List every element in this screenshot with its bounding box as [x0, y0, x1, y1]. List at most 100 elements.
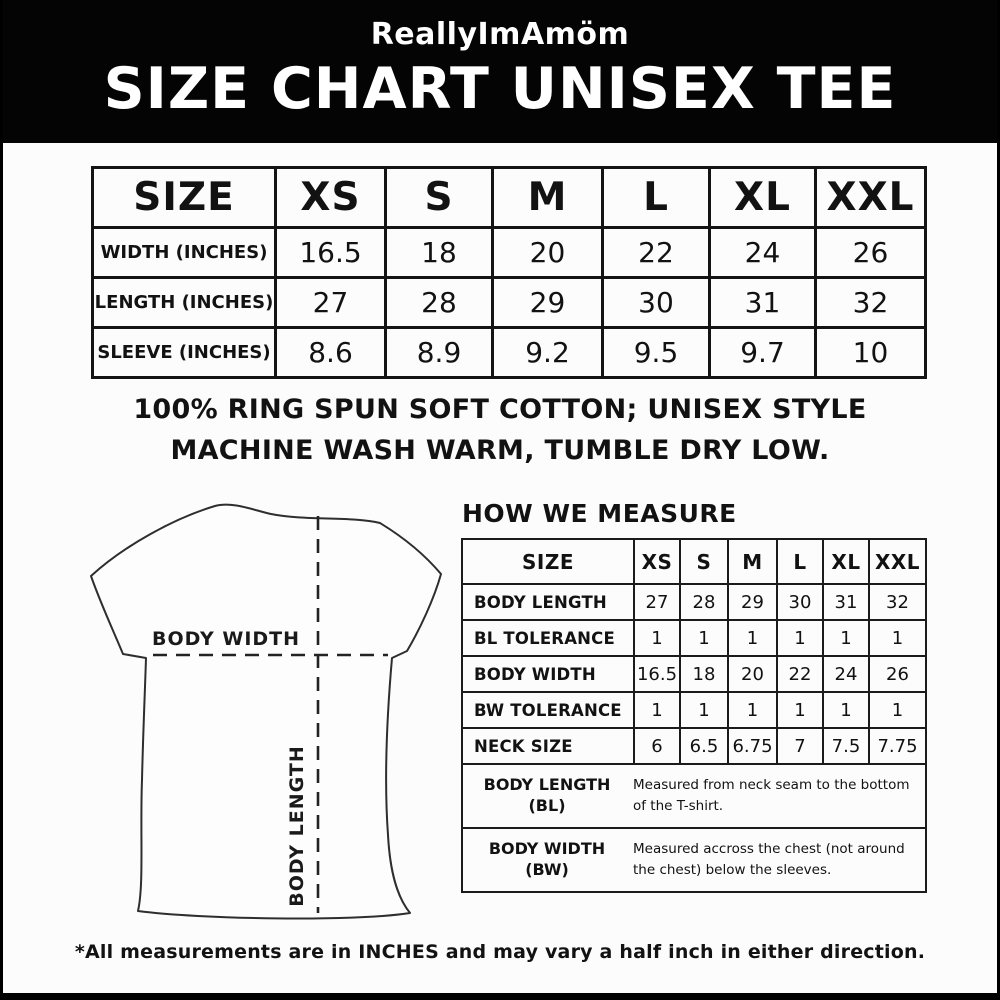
tshirt-outline-svg: BODY WIDTH BODY LENGTH [90, 503, 442, 920]
column-header-m: M [491, 166, 604, 229]
column-header-l: L [601, 166, 711, 229]
measure-column-l: L [776, 538, 824, 585]
cell: 27 [633, 583, 681, 621]
cell: 1 [822, 691, 870, 729]
definition-description: Measured accross the chest (not around t… [633, 841, 905, 878]
how-we-measure-table: SIZE XS S M L XL XXL BODY LENGTH 27 28 2… [461, 538, 927, 893]
row-label: NECK SIZE [461, 727, 635, 765]
cell: 6 [633, 727, 681, 765]
cell: 9.7 [708, 326, 817, 379]
definition-cell: BODY LENGTH (BL) Measured from neck seam… [461, 763, 927, 829]
body-width-label: BODY WIDTH [152, 628, 300, 650]
row-label: LENGTH (INCHES) [91, 276, 277, 329]
cell: 9.2 [491, 326, 604, 379]
cell: 28 [679, 583, 729, 621]
measurement-footnote: *All measurements are in INCHES and may … [74, 941, 926, 963]
measure-row-neck-size: NECK SIZE 6 6.5 6.75 7 7.5 7.75 [461, 727, 927, 765]
cell: 32 [868, 583, 927, 621]
cell: 7 [776, 727, 824, 765]
cell: 27 [274, 276, 387, 329]
cell: 1 [633, 691, 681, 729]
cell: 24 [822, 655, 870, 693]
cell: 9.5 [601, 326, 711, 379]
cell: 1 [679, 691, 729, 729]
column-header-size: SIZE [91, 166, 277, 229]
cell: 10 [814, 326, 927, 379]
row-label: BODY WIDTH [461, 655, 635, 693]
table-row-sleeve: SLEEVE (INCHES) 8.6 8.9 9.2 9.5 9.7 10 [91, 326, 927, 379]
definition-term-text: BODY LENGTH [483, 775, 611, 795]
column-header-xs: XS [274, 166, 387, 229]
brand-logo: ReallyImAmöm [370, 17, 630, 52]
body-length-label: BODY LENGTH [286, 745, 308, 907]
definition-term-text: BODY WIDTH [488, 839, 606, 859]
row-label: WIDTH (INCHES) [91, 226, 277, 279]
cell: 20 [727, 655, 778, 693]
row-label: SLEEVE (INCHES) [91, 326, 277, 379]
measure-row-body-width: BODY WIDTH 16.5 18 20 22 24 26 [461, 655, 927, 693]
header-band: ReallyImAmöm SIZE CHART UNISEX TEE [3, 0, 997, 143]
cell: 31 [708, 276, 817, 329]
definition-body-length: BODY LENGTH (BL) Measured from neck seam… [464, 766, 924, 826]
tshirt-diagram: BODY WIDTH BODY LENGTH [63, 490, 463, 930]
row-label: BODY LENGTH [461, 583, 635, 621]
cell: 32 [814, 276, 927, 329]
cell: 1 [868, 691, 927, 729]
cell: 18 [384, 226, 494, 279]
cell: 30 [601, 276, 711, 329]
definition-body-width: BODY WIDTH (BW) Measured accross the che… [464, 830, 924, 890]
cell: 1 [679, 619, 729, 657]
measure-row-bw-tolerance: BW TOLERANCE 1 1 1 1 1 1 [461, 691, 927, 729]
definition-term-abbr: (BW) [525, 860, 569, 879]
cell: 26 [814, 226, 927, 279]
cell: 1 [633, 619, 681, 657]
cell: 7.75 [868, 727, 927, 765]
definition-term: BODY LENGTH (BL) [464, 775, 631, 817]
table-row-width: WIDTH (INCHES) 16.5 18 20 22 24 26 [91, 226, 927, 279]
measure-column-xl: XL [822, 538, 870, 585]
care-note-line1: 100% RING SPUN SOFT COTTON; UNISEX STYLE [133, 394, 867, 425]
column-header-xl: XL [708, 166, 817, 229]
measure-column-xxl: XXL [868, 538, 927, 585]
cell: 30 [776, 583, 824, 621]
page-title: SIZE CHART UNISEX TEE [103, 56, 897, 122]
cell: 24 [708, 226, 817, 279]
row-label: BL TOLERANCE [461, 619, 635, 657]
cell: 1 [776, 619, 824, 657]
cell: 16.5 [274, 226, 387, 279]
measure-column-xs: XS [633, 538, 681, 585]
cell: 6.5 [679, 727, 729, 765]
cell: 28 [384, 276, 494, 329]
definition-row-body-width: BODY WIDTH (BW) Measured accross the che… [461, 827, 927, 893]
cell: 22 [601, 226, 711, 279]
definition-row-body-length: BODY LENGTH (BL) Measured from neck seam… [461, 763, 927, 829]
measure-column-m: M [727, 538, 778, 585]
cell: 22 [776, 655, 824, 693]
bottom-border-bar [3, 993, 997, 1000]
size-chart-table: SIZE XS S M L XL XXL WIDTH (INCHES) 16.5… [91, 166, 927, 379]
cell: 8.6 [274, 326, 387, 379]
definition-term-abbr: (BL) [528, 796, 566, 815]
cell: 16.5 [633, 655, 681, 693]
table-row-length: LENGTH (INCHES) 27 28 29 30 31 32 [91, 276, 927, 329]
measure-column-s: S [679, 538, 729, 585]
measure-row-bl-tolerance: BL TOLERANCE 1 1 1 1 1 1 [461, 619, 927, 657]
tshirt-outline [90, 503, 442, 920]
definition-description: Measured from neck seam to the bottom of… [633, 777, 910, 814]
cell: 31 [822, 583, 870, 621]
cell: 7.5 [822, 727, 870, 765]
cell: 6.75 [727, 727, 778, 765]
definition-cell: BODY WIDTH (BW) Measured accross the che… [461, 827, 927, 893]
column-header-xxl: XXL [814, 166, 927, 229]
column-header-s: S [384, 166, 494, 229]
size-table-header-row: SIZE XS S M L XL XXL [91, 166, 927, 229]
cell: 18 [679, 655, 729, 693]
row-label: BW TOLERANCE [461, 691, 635, 729]
cell: 1 [776, 691, 824, 729]
cell: 20 [491, 226, 604, 279]
cell: 1 [868, 619, 927, 657]
cell: 29 [727, 583, 778, 621]
cell: 1 [822, 619, 870, 657]
measure-column-size: SIZE [461, 538, 635, 585]
